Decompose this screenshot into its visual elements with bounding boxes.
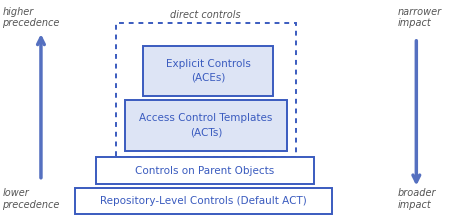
Bar [96, 157, 314, 184]
Text: higher
precedence: higher precedence [2, 7, 60, 28]
Text: direct controls: direct controls [170, 10, 241, 20]
Text: Explicit Controls
(ACEs): Explicit Controls (ACEs) [166, 59, 251, 83]
Text: lower
precedence: lower precedence [2, 188, 60, 210]
Text: Controls on Parent Objects: Controls on Parent Objects [135, 166, 274, 176]
Text: narrower
impact: narrower impact [398, 7, 442, 28]
Text: broader
impact: broader impact [398, 188, 437, 210]
Bar [116, 23, 296, 157]
Bar [143, 46, 273, 96]
Text: Repository-Level Controls (Default ACT): Repository-Level Controls (Default ACT) [100, 196, 307, 206]
Text: Access Control Templates
(ACTs): Access Control Templates (ACTs) [139, 114, 273, 137]
Bar [75, 188, 332, 214]
Bar [125, 100, 287, 151]
